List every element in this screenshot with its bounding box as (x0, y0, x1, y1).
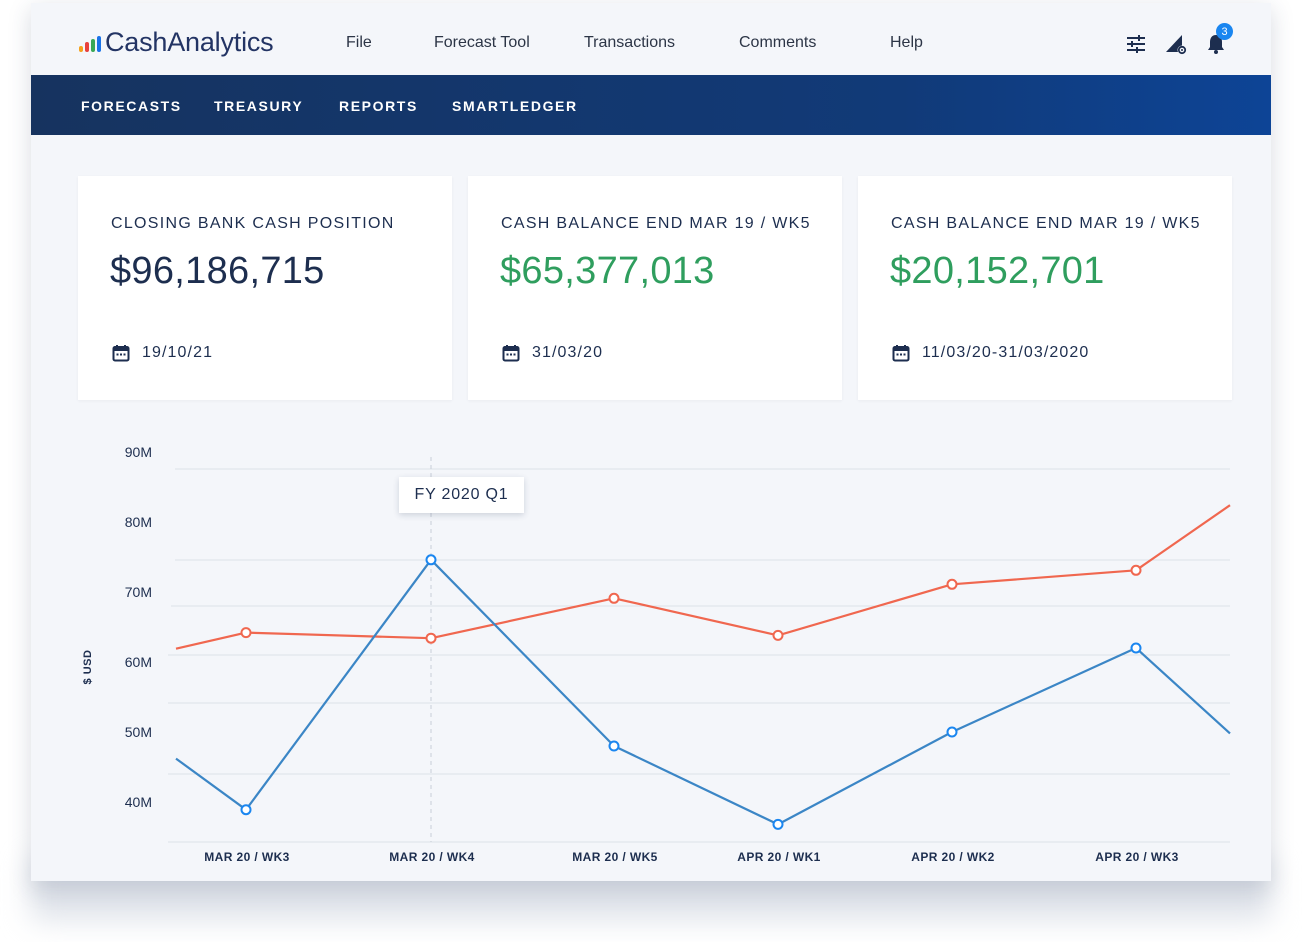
calendar-icon (892, 345, 910, 362)
kpi-card-cash-balance-1: CASH BALANCE END MAR 19 / WK5 $65,377,01… (468, 176, 842, 400)
menu-transactions[interactable]: Transactions (584, 34, 675, 51)
sliders-icon[interactable] (1125, 33, 1147, 55)
tab-treasury[interactable]: TREASURY (214, 98, 304, 114)
menu-help[interactable]: Help (890, 34, 923, 51)
card-date: 19/10/21 (142, 344, 214, 361)
notification-badge[interactable]: 3 (1216, 23, 1233, 40)
brand-logo[interactable]: CashAnalytics (79, 25, 274, 59)
calendar-icon (502, 345, 520, 362)
kpi-card-cash-balance-2: CASH BALANCE END MAR 19 / WK5 $20,152,70… (858, 176, 1232, 400)
main-menu: File Forecast Tool Transactions Comments… (31, 34, 1271, 58)
card-date: 11/03/20-31/03/2020 (922, 344, 1090, 361)
menu-forecast-tool[interactable]: Forecast Tool (434, 34, 530, 51)
card-label: CASH BALANCE END MAR 19 / WK5 (891, 215, 1201, 232)
card-value: $96,186,715 (110, 250, 325, 292)
app-window: CashAnalytics File Forecast Tool Transac… (31, 3, 1271, 881)
menu-comments[interactable]: Comments (739, 34, 817, 51)
card-value: $65,377,013 (500, 250, 715, 292)
rule-settings-icon[interactable] (1164, 33, 1187, 55)
tab-reports[interactable]: REPORTS (339, 98, 418, 114)
card-date: 31/03/20 (532, 344, 604, 361)
tab-smartledger[interactable]: SMARTLEDGER (452, 98, 578, 114)
chart-tooltip: FY 2020 Q1 (399, 477, 524, 513)
section-nav: FORECASTS TREASURY REPORTS SMARTLEDGER (31, 75, 1271, 135)
bar-chart-icon (79, 36, 101, 52)
tab-forecasts[interactable]: FORECASTS (81, 98, 182, 114)
kpi-card-closing-position: CLOSING BANK CASH POSITION $96,186,715 1… (78, 176, 452, 400)
menu-file[interactable]: File (346, 34, 372, 51)
top-bar: CashAnalytics File Forecast Tool Transac… (31, 3, 1271, 75)
card-value: $20,152,701 (890, 250, 1105, 292)
calendar-icon (112, 345, 130, 362)
brand-name: CashAnalytics (105, 26, 274, 57)
card-label: CASH BALANCE END MAR 19 / WK5 (501, 215, 811, 232)
card-label: CLOSING BANK CASH POSITION (111, 215, 395, 232)
